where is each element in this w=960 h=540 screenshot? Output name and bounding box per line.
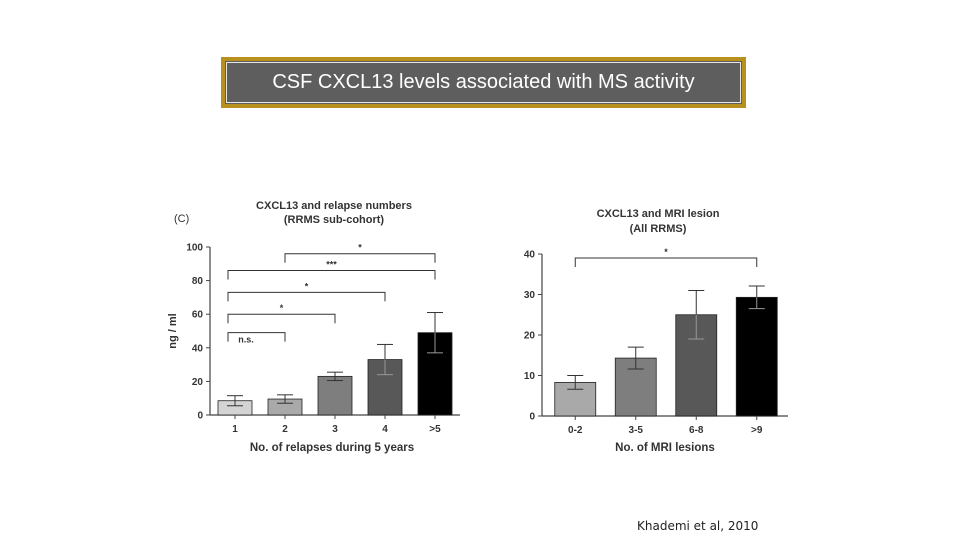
citation: Khademi et al, 2010: [637, 519, 759, 533]
chart2-y-tick-label: 10: [524, 371, 536, 382]
chart1-y-tick-label: 20: [192, 377, 204, 388]
chart2-y-tick-label: 0: [529, 412, 535, 423]
chart2-y-tick-label: 30: [524, 290, 536, 301]
chart1-significance-label-3: *: [305, 281, 309, 291]
chart1-significance-label-2: ***: [326, 260, 337, 270]
chart1-title: CXCL13 and relapse numbers: [256, 200, 412, 212]
chart1-y-tick-label: 40: [192, 343, 204, 354]
chart2-significance-label-1: *: [664, 247, 668, 257]
chart1-significance-label-5: n.s.: [238, 335, 254, 345]
chart1-panel-label: (C): [174, 213, 189, 225]
chart2-bar-4: [735, 296, 778, 417]
slide-title-box: CSF CXCL13 levels associated with MS act…: [221, 57, 746, 108]
chart1-subtitle: (RRMS sub-cohort): [284, 214, 385, 226]
chart1-x-tick-label: 3: [332, 424, 338, 435]
chart1-significance-bracket-1: [284, 253, 436, 263]
title-inner-border: [226, 62, 741, 103]
chart1-significance-bracket-2: [227, 270, 436, 280]
chart2-subtitle: (All RRMS): [630, 223, 687, 235]
chart1-x-tick-label: >5: [429, 424, 441, 435]
chart1-significance-label-4: *: [280, 303, 284, 313]
chart1-x-tick-label: 1: [232, 424, 238, 435]
chart1-y-tick-label: 100: [186, 243, 203, 254]
chart1-significance-bracket-3: [227, 291, 386, 302]
chart2-x-tick-label: >9: [751, 425, 763, 436]
chart2-x-tick-label: 3-5: [629, 425, 644, 436]
chart2-title: CXCL13 and MRI lesion: [597, 208, 720, 220]
chart1-y-label: ng / ml: [167, 313, 179, 348]
chart1-x-tick-label: 2: [282, 424, 288, 435]
chart1-x-tick-label: 4: [382, 424, 388, 435]
chart2-x-label: No. of MRI lesions: [615, 442, 715, 454]
chart1-significance-label-1: *: [358, 243, 362, 253]
chart2-significance-bracket-1: [574, 257, 758, 268]
chart2-x-tick-label: 6-8: [689, 425, 704, 436]
chart1-significance-bracket-5: [227, 332, 286, 342]
chart1-significance-bracket-4: [227, 313, 336, 324]
chart1-y-tick-label: 60: [192, 310, 204, 321]
chart1-x-label: No. of relapses during 5 years: [250, 442, 414, 454]
chart2-y-tick-label: 40: [524, 250, 536, 261]
slide-title: CSF CXCL13 levels associated with MS act…: [272, 71, 695, 93]
chart2-x-tick-label: 0-2: [568, 425, 583, 436]
chart1-bar-3: [317, 375, 353, 416]
chart1-y-tick-label: 0: [197, 411, 203, 422]
chart1-y-tick-label: 80: [192, 276, 204, 287]
chart2-y-tick-label: 20: [524, 331, 536, 342]
